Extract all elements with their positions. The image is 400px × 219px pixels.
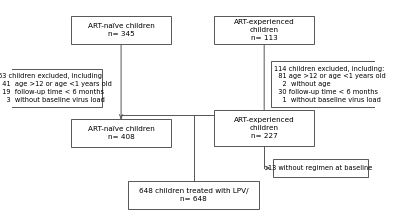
Text: ART-naïve children
n= 345: ART-naïve children n= 345 xyxy=(88,23,154,37)
Text: ART-experienced
children
n= 113: ART-experienced children n= 113 xyxy=(234,19,294,41)
Text: 648 children treated with LPV/
n= 648: 648 children treated with LPV/ n= 648 xyxy=(139,188,248,202)
Bar xyxy=(214,110,314,146)
Text: 63 children excluded, including
  41  age >12 or age <1 years old
  19  follow-u: 63 children excluded, including 41 age >… xyxy=(0,73,112,103)
Text: 13 without regimen at baseline: 13 without regimen at baseline xyxy=(268,165,372,171)
Bar xyxy=(128,181,259,209)
Text: 114 children excluded, including:
  81 age >12 or age <1 years old
    2  withou: 114 children excluded, including: 81 age… xyxy=(274,65,386,102)
Bar xyxy=(0,69,102,107)
Bar xyxy=(214,16,314,44)
Bar xyxy=(273,159,368,177)
Text: ART-naïve children
n= 408: ART-naïve children n= 408 xyxy=(88,126,154,140)
Bar xyxy=(71,16,171,44)
Bar xyxy=(271,61,384,107)
Bar xyxy=(71,119,171,147)
Text: ART-experienced
children
n= 227: ART-experienced children n= 227 xyxy=(234,117,294,139)
